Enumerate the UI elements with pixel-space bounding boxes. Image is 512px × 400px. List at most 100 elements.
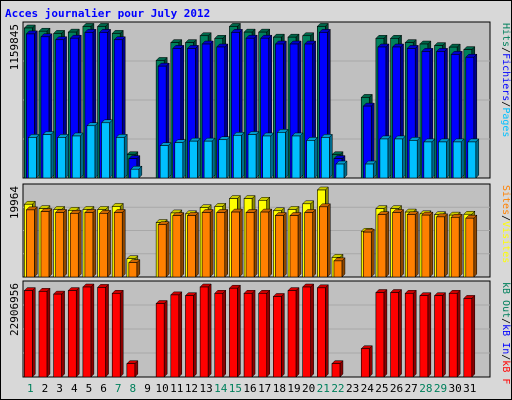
bar-sites-day-5 [84, 208, 97, 278]
x-tick-day-28: 28 [419, 382, 432, 395]
bar-sites-day-4 [69, 209, 82, 278]
bar-kb-f-day-4 [67, 286, 80, 378]
legend-kb-f: kB F [500, 360, 511, 384]
bar-sites-day-20 [304, 208, 317, 278]
bar-pages-day-1 [27, 133, 40, 179]
x-tick-day-27: 27 [405, 382, 418, 395]
legend-separator: / [500, 354, 511, 360]
x-tick-day-29: 29 [434, 382, 447, 395]
bar-kb-f-day-26 [389, 288, 403, 378]
bar-kb-f-day-3 [52, 290, 66, 378]
legend-separator: / [500, 318, 511, 324]
bar-kb-f-day-13 [199, 283, 212, 378]
bar-sites-day-22 [333, 257, 346, 278]
max-label-kbytes: 22906956 [8, 283, 21, 336]
legend-hits: Hits [500, 23, 511, 47]
x-tick-day-18: 18 [273, 382, 286, 395]
x-tick-day-16: 16 [243, 382, 256, 395]
bar-sites-day-25 [377, 211, 390, 278]
x-tick-day-6: 6 [100, 382, 107, 395]
bar-kb-f-day-21 [316, 284, 329, 378]
bar-sites-day-31 [465, 214, 478, 278]
x-tick-day-17: 17 [258, 382, 271, 395]
legend-sites: Sites [500, 185, 511, 215]
bar-sites-day-27 [406, 211, 419, 278]
x-tick-day-9: 9 [144, 382, 151, 395]
bar-pages-day-5 [86, 122, 99, 179]
legend-visits-sites: Sites/Visites [500, 185, 511, 263]
bar-kb-f-day-19 [287, 286, 300, 378]
bar-kb-f-day-11 [170, 291, 183, 378]
bar-sites-day-12 [186, 211, 200, 278]
bar-kb-f-day-12 [184, 292, 198, 378]
x-tick-day-2: 2 [42, 382, 49, 395]
bar-pages-day-31 [467, 138, 480, 179]
bar-pages-day-22 [335, 160, 348, 179]
bar-sites-day-10 [157, 221, 170, 278]
bar-kb-f-day-10 [155, 299, 168, 378]
x-tick-day-30: 30 [449, 382, 462, 395]
bar-kb-f-day-7 [111, 289, 124, 378]
bar-kb-f-day-15 [228, 284, 242, 378]
x-tick-day-10: 10 [156, 382, 169, 395]
bar-pages-day-16 [247, 130, 260, 179]
legend-visites: Visites [500, 221, 511, 263]
bar-kb-f-day-5 [82, 283, 95, 378]
bar-pages-day-11 [174, 139, 187, 179]
legend-kbytes: kB Out/kB In/kB F [500, 282, 511, 384]
max-label-visits-sites: 19964 [8, 186, 21, 219]
x-tick-day-3: 3 [56, 382, 63, 395]
x-tick-day-13: 13 [199, 382, 212, 395]
bar-kb-f-day-16 [243, 289, 256, 378]
bar-kb-f-day-22 [331, 360, 344, 378]
bar-pages-day-20 [306, 136, 319, 179]
x-tick-day-23: 23 [346, 382, 359, 395]
bar-kb-f-day-25 [375, 288, 388, 378]
bar-pages-day-28 [423, 138, 436, 179]
bar-pages-day-15 [232, 131, 246, 179]
bar-sites-day-30 [450, 213, 463, 278]
x-tick-day-12: 12 [185, 382, 198, 395]
bar-pages-day-12 [188, 137, 202, 179]
x-tick-day-31: 31 [463, 382, 476, 395]
legend-kb-in: kB In [500, 324, 511, 354]
bar-pages-day-27 [408, 136, 421, 179]
bar-kb-f-day-8 [126, 360, 139, 378]
bar-pages-day-30 [452, 138, 465, 179]
bar-sites-day-14 [216, 208, 229, 278]
x-tick-day-26: 26 [390, 382, 403, 395]
bar-pages-day-7 [115, 133, 128, 179]
bar-pages-day-19 [291, 132, 304, 179]
bar-kb-f-day-14 [214, 289, 227, 378]
bar-sites-day-24 [362, 228, 375, 278]
bar-sites-day-17 [260, 208, 273, 278]
bar-sites-day-11 [172, 211, 185, 278]
max-label-hits-files-pages: 1159845 [8, 24, 21, 70]
x-tick-day-21: 21 [317, 382, 330, 395]
bar-kb-f-day-31 [463, 294, 476, 378]
bar-pages-day-29 [437, 138, 451, 179]
x-tick-day-14: 14 [214, 382, 228, 395]
bar-kb-f-day-29 [433, 292, 447, 378]
x-tick-day-11: 11 [170, 382, 183, 395]
x-tick-day-1: 1 [27, 382, 34, 395]
bar-kb-f-day-17 [258, 289, 271, 378]
bar-sites-day-6 [98, 209, 112, 278]
bar-pages-day-4 [71, 132, 84, 179]
bar-sites-day-15 [230, 208, 244, 278]
bar-pages-day-2 [42, 130, 55, 179]
legend-separator: / [500, 101, 511, 107]
x-tick-day-19: 19 [287, 382, 300, 395]
bar-sites-day-19 [289, 211, 302, 278]
x-tick-day-22: 22 [331, 382, 344, 395]
legend-fichiers: Fichiers [500, 53, 511, 101]
legend-separator: / [500, 47, 511, 53]
bar-pages-day-14 [218, 136, 231, 179]
x-tick-day-7: 7 [115, 382, 122, 395]
bar-pages-day-8 [130, 165, 143, 179]
x-tick-day-5: 5 [86, 382, 93, 395]
bar-sites-day-13 [201, 208, 214, 278]
bar-kb-f-day-27 [404, 289, 417, 378]
bar-pages-day-13 [203, 137, 216, 179]
x-tick-day-15: 15 [229, 382, 242, 395]
